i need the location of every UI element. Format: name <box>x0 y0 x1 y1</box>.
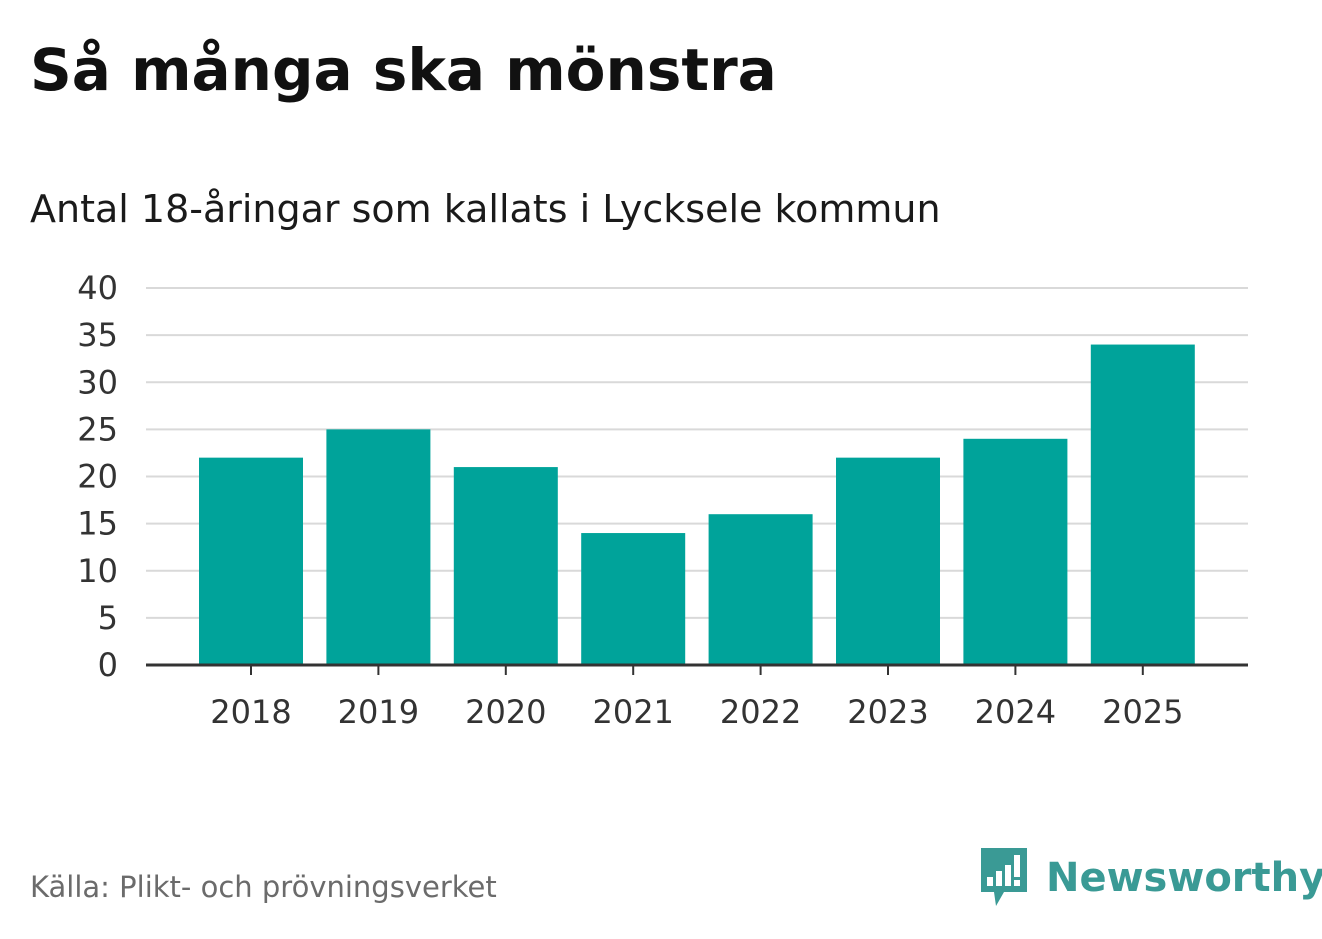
y-tick-label: 15 <box>77 505 118 543</box>
y-tick-label: 25 <box>77 410 118 448</box>
brand-logo: Newsworthy <box>978 846 1322 910</box>
x-tick-label: 2019 <box>338 693 419 731</box>
y-tick-label: 20 <box>77 458 118 496</box>
x-tick-label: 2021 <box>592 693 673 731</box>
x-tick-label: 2023 <box>847 693 928 731</box>
bars <box>199 344 1195 665</box>
y-tick-label: 40 <box>77 269 118 307</box>
gridlines <box>146 287 1248 619</box>
y-tick-label: 0 <box>98 646 118 684</box>
x-tick-label: 2022 <box>720 693 801 731</box>
x-tick-label: 2025 <box>1102 693 1183 731</box>
y-tick-label: 35 <box>77 316 118 354</box>
bar-2020 <box>453 467 558 665</box>
y-tick-label: 5 <box>98 599 118 637</box>
bar-2025 <box>1090 344 1195 665</box>
x-tick-label: 2020 <box>465 693 546 731</box>
x-tick-label: 2024 <box>975 693 1056 731</box>
y-tick-label: 10 <box>77 552 118 590</box>
brand-name: Newsworthy <box>1046 855 1322 901</box>
newsworthy-logo-icon <box>981 848 1027 906</box>
x-tick-label: 2018 <box>210 693 291 731</box>
y-axis-tick-labels: 0 5 10 15 20 25 30 35 40 <box>77 269 118 684</box>
bar-2019 <box>326 429 431 665</box>
source-note: Källa: Plikt- och prövningsverket <box>30 870 497 904</box>
bar-2021 <box>581 533 686 665</box>
bar-2022 <box>708 514 813 665</box>
chart-subtitle: Antal 18-åringar som kallats i Lycksele … <box>30 187 941 231</box>
bar-2023 <box>836 457 940 665</box>
bar-2024 <box>963 438 1068 665</box>
y-tick-label: 30 <box>77 363 118 401</box>
bar-2018 <box>199 457 303 665</box>
chart-title: Så många ska mönstra <box>30 36 777 104</box>
x-axis-ticks: 2018 2019 2020 2021 2022 2023 2024 2025 <box>210 665 1184 731</box>
